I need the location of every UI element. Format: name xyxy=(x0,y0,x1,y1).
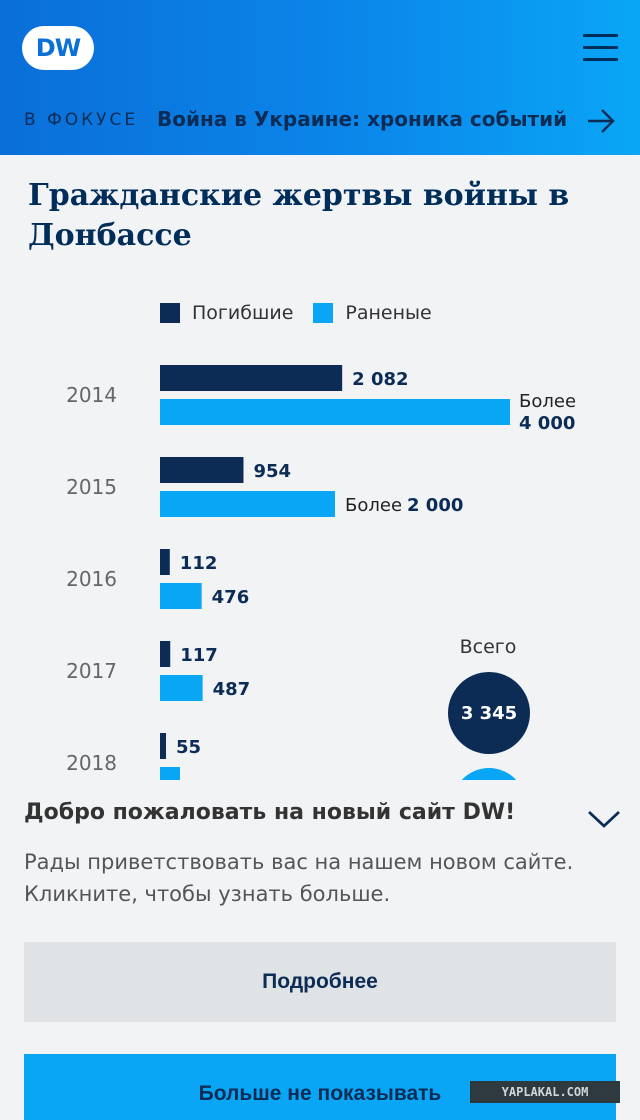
year-label: 2018 xyxy=(66,751,117,775)
chevron-down-icon[interactable] xyxy=(586,808,622,830)
more-button[interactable]: Подробнее xyxy=(24,942,616,1022)
bar-killed xyxy=(160,733,166,759)
arrow-right-icon[interactable] xyxy=(586,108,616,134)
dw-logo[interactable]: DW xyxy=(22,26,94,70)
watermark: YAPLAKAL.COM xyxy=(470,1081,620,1103)
data-label-killed: 2 082 xyxy=(352,369,408,390)
data-label-prefix: Более xyxy=(345,495,402,516)
data-label-prefix: Более xyxy=(519,391,576,412)
legend-swatch-wounded xyxy=(313,303,334,323)
article-title: Гражданские жертвы войны в Донбассе xyxy=(28,178,570,253)
bar-killed xyxy=(160,549,170,575)
legend-label-wounded: Раненые xyxy=(345,302,432,324)
total-circle: 3 345 xyxy=(448,672,530,754)
year-label: 2016 xyxy=(66,567,117,591)
data-label-killed: 117 xyxy=(180,645,218,666)
bar-wounded xyxy=(160,583,202,609)
total-label: Всего xyxy=(459,636,517,658)
data-label-wounded: 487 xyxy=(213,679,251,700)
focus-link[interactable]: Война в Украине: хроника событий xyxy=(157,107,568,131)
year-label: 2014 xyxy=(66,383,117,407)
data-label-killed: 55 xyxy=(176,737,201,758)
legend-label-killed: Погибшие xyxy=(192,302,294,324)
bar-killed xyxy=(160,365,343,391)
bar-wounded xyxy=(160,491,335,517)
legend-item-killed: Погибшие xyxy=(160,302,293,324)
data-label-wounded: 4 000 xyxy=(519,413,575,434)
total-value: 3 345 xyxy=(460,702,518,724)
focus-label: В ФОКУСЕ xyxy=(24,110,139,130)
logo-text: DW xyxy=(35,34,81,62)
data-label-wounded: 2 000 xyxy=(407,495,463,516)
legend-swatch-killed xyxy=(160,303,180,323)
chart-legend: Погибшие Раненые xyxy=(160,302,452,324)
site-header: DW В ФОКУСЕ Война в Украине: хроника соб… xyxy=(0,0,640,155)
data-label-killed: 954 xyxy=(253,461,291,482)
data-label-wounded: 476 xyxy=(212,587,250,608)
legend-item-wounded: Раненые xyxy=(313,302,432,324)
year-label: 2017 xyxy=(66,659,117,683)
hamburger-menu-icon[interactable] xyxy=(583,34,618,62)
year-label: 2015 xyxy=(66,475,117,499)
bar-killed xyxy=(160,641,171,667)
bar-wounded xyxy=(160,399,510,425)
bar-wounded xyxy=(160,675,203,701)
bar-wounded-partial xyxy=(160,767,180,780)
bar-killed xyxy=(160,457,244,483)
welcome-title: Добро пожаловать на новый сайт DW! xyxy=(24,800,516,825)
welcome-text: Рады приветствовать вас на нашем новом с… xyxy=(24,850,574,906)
data-label-killed: 112 xyxy=(180,553,218,574)
welcome-panel: Добро пожаловать на новый сайт DW! Рады … xyxy=(0,780,640,1120)
